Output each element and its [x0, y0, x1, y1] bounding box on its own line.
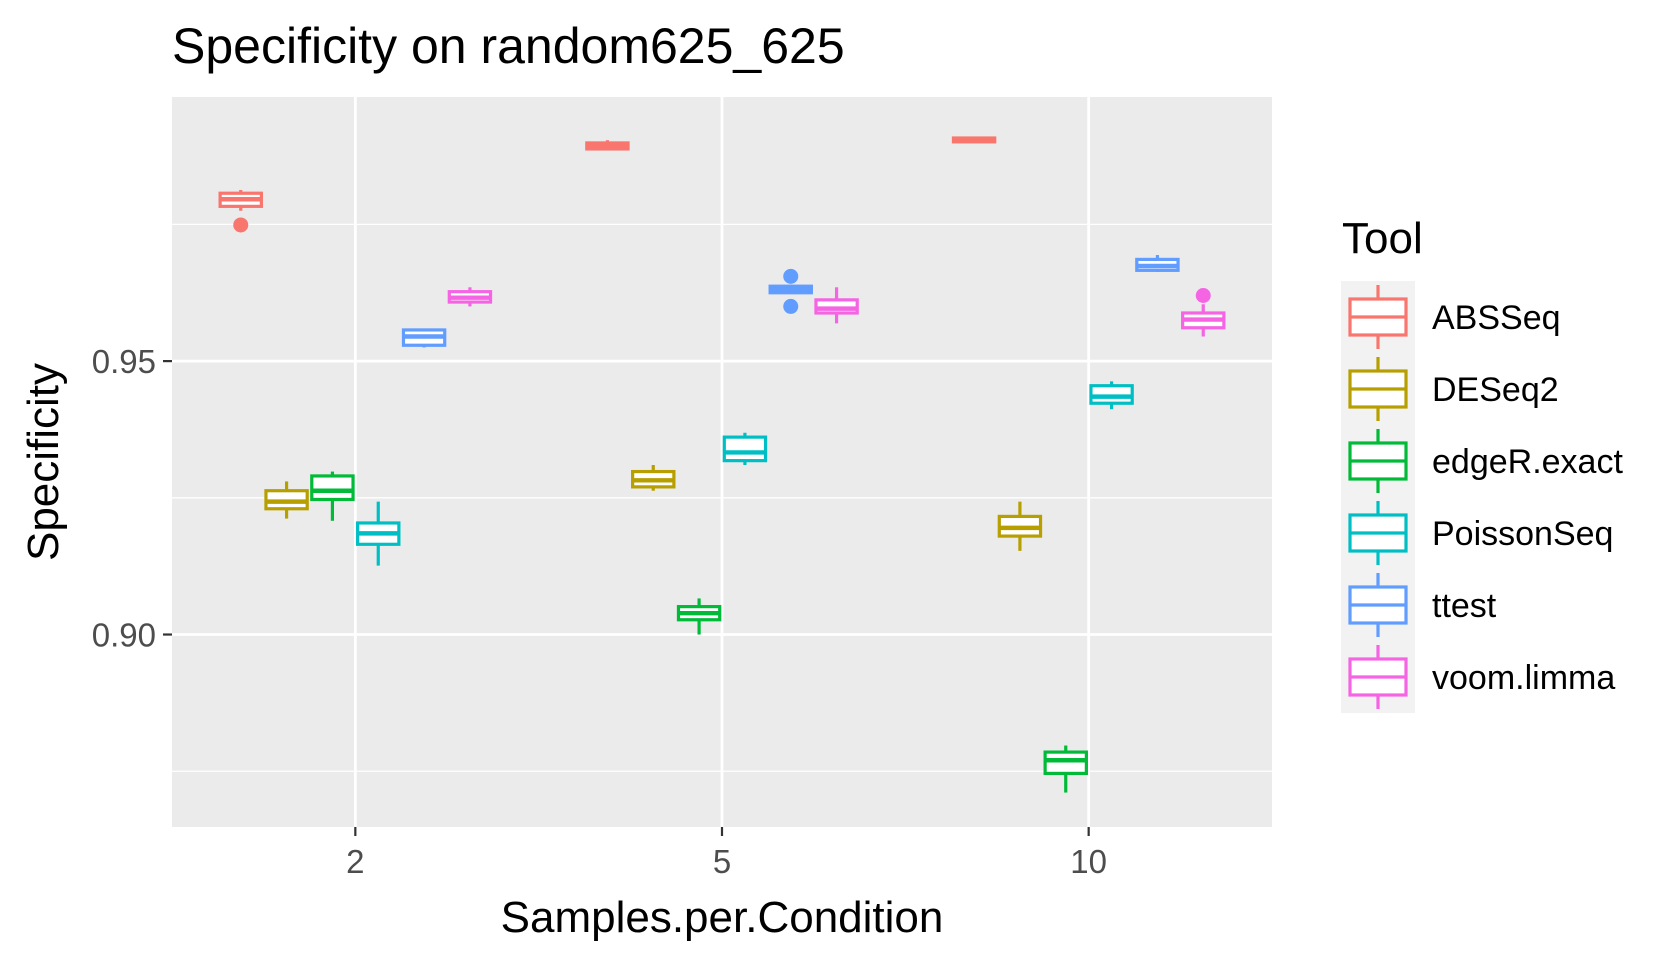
legend-key-background	[1341, 281, 1415, 713]
legend-label: DESeq2	[1432, 371, 1559, 409]
legend: Tool ABSSeq DESeq2 edgeR.exact PoissonSeq tt…	[1341, 214, 1623, 713]
boxplot-edgeR.exact-10	[1043, 745, 1088, 793]
legend-item-voom.limma: voom.limma	[1348, 645, 1615, 709]
legend-label: ABSSeq	[1432, 299, 1561, 337]
legend-item-DESeq2: DESeq2	[1348, 357, 1559, 421]
y-tick-label: 0.95	[92, 343, 156, 380]
boxplot-edgeR.exact-5	[676, 598, 722, 635]
legend-label: edgeR.exact	[1432, 443, 1623, 481]
boxplot-PoissonSeq-2	[356, 501, 401, 566]
legend-title: Tool	[1342, 214, 1423, 263]
outlier-point	[233, 217, 249, 233]
outlier-point	[783, 268, 799, 284]
boxplot-PoissonSeq-10	[1089, 381, 1134, 410]
boxplot-voom.limma-5	[814, 287, 859, 324]
box	[722, 435, 768, 463]
boxplot-ABSSeq-2	[218, 189, 263, 233]
box-layer	[218, 136, 1226, 793]
box	[1043, 750, 1088, 776]
boxplot-ABSSeq-5	[585, 140, 630, 151]
boxplot-PoissonSeq-5	[722, 432, 768, 466]
boxplot-DESeq2-2	[264, 481, 309, 519]
boxplot-ttest-10	[1135, 255, 1180, 272]
boxplot-DESeq2-5	[631, 465, 676, 491]
boxplot-ABSSeq-10	[951, 136, 997, 144]
boxplot-edgeR.exact-2	[310, 471, 355, 521]
boxplot-voom.limma-10	[1181, 287, 1226, 337]
legend-item-edgeR.exact: edgeR.exact	[1348, 429, 1623, 493]
y-tick-label: 0.90	[92, 617, 156, 654]
x-tick-label: 10	[1070, 843, 1107, 880]
outlier-point	[1195, 287, 1211, 303]
legend-items: ABSSeq DESeq2 edgeR.exact PoissonSeq ttest vo…	[1348, 285, 1623, 709]
legend-label: ttest	[1432, 587, 1497, 625]
legend-item-ttest: ttest	[1348, 573, 1497, 637]
x-tick-label: 2	[346, 843, 364, 880]
chart-title: Specificity on random625_625	[172, 18, 845, 74]
legend-item-PoissonSeq: PoissonSeq	[1348, 501, 1613, 565]
x-tick-label: 5	[713, 843, 731, 880]
axis-layer: 0.90 0.95 2 5 10	[92, 343, 1107, 880]
grid-layer	[172, 97, 1272, 827]
box	[310, 474, 355, 502]
boxplot-DESeq2-10	[997, 501, 1043, 551]
boxplot-voom.limma-2	[447, 287, 493, 307]
boxplot-ttest-2	[401, 328, 447, 348]
y-axis-title: Specificity	[19, 363, 68, 561]
outlier-point	[783, 298, 799, 314]
legend-label: voom.limma	[1432, 659, 1615, 697]
legend-item-ABSSeq: ABSSeq	[1348, 285, 1561, 349]
x-axis-title: Samples.per.Condition	[501, 893, 944, 942]
boxplot-ttest-5	[768, 268, 813, 314]
legend-label: PoissonSeq	[1432, 515, 1613, 553]
